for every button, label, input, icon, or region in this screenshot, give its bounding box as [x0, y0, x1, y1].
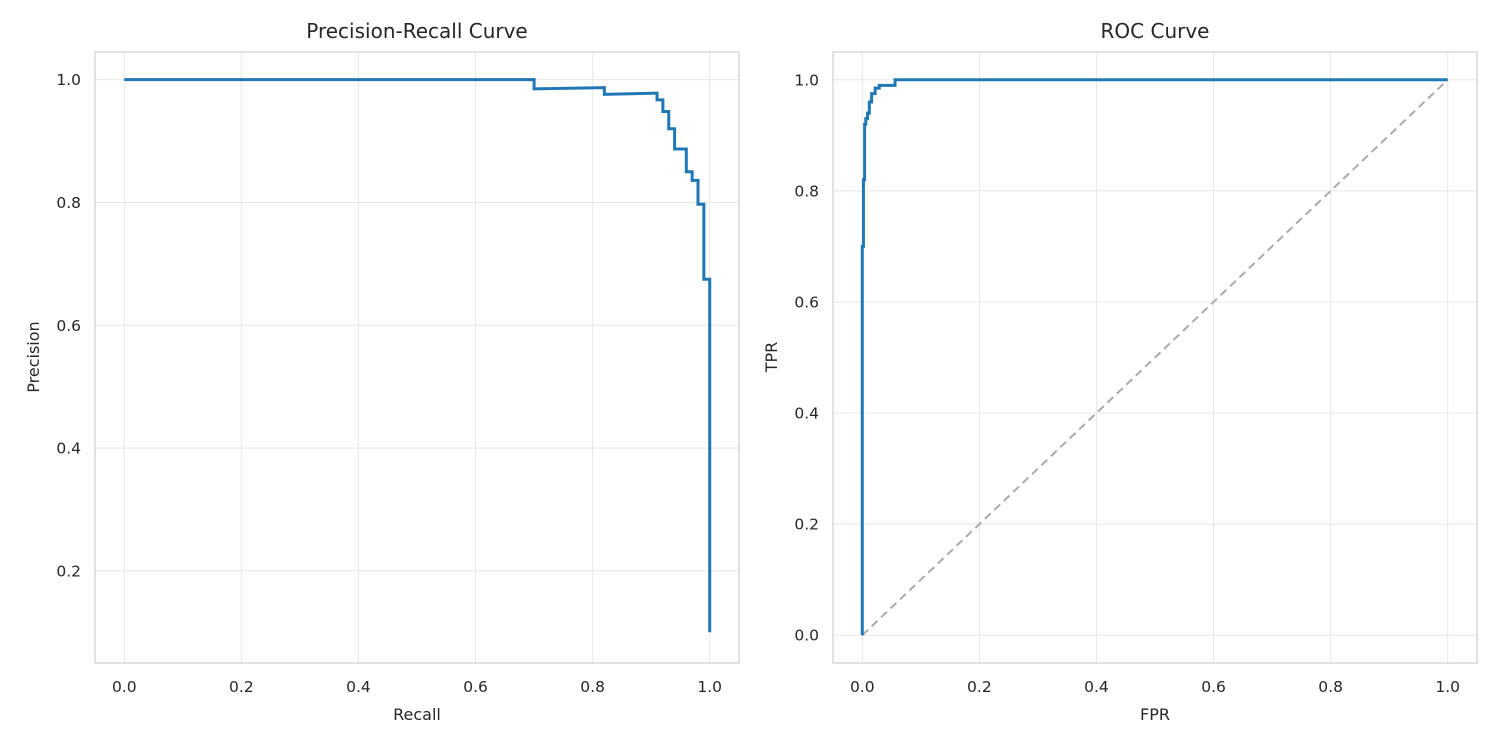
roc-plot-frame [832, 51, 1478, 664]
pr-y-tick-label: 0.6 [56, 317, 81, 335]
pr-x-axis-label: Recall [393, 705, 441, 724]
pr-y-axis-label: Precision [24, 321, 43, 392]
pr-grid [95, 52, 739, 663]
roc-x-tick-label: 0.4 [1084, 678, 1109, 696]
roc-chance-line [861, 79, 1449, 636]
pr-x-tick-label: 0.4 [346, 678, 371, 696]
pr-x-tick-label: 1.0 [697, 678, 722, 696]
pr-x-tick-label: 0.2 [229, 678, 254, 696]
pr-x-tick-label: 0.0 [112, 678, 137, 696]
roc-y-tick-label: 0.8 [794, 182, 819, 200]
pr-chart-title: Precision-Recall Curve [306, 19, 527, 43]
roc-y-tick-label: 0.2 [794, 516, 819, 534]
roc-x-ticks: 0.0 0.2 0.4 0.6 0.8 1.0 [850, 678, 1460, 696]
roc-curve-line [860, 78, 1448, 636]
roc-y-tick-label: 0.0 [794, 627, 819, 645]
roc-x-tick-label: 0.0 [850, 678, 875, 696]
roc-y-ticks: 0.0 0.2 0.4 0.6 0.8 1.0 [794, 71, 819, 644]
roc-x-axis-label: FPR [1140, 705, 1170, 724]
pr-plot-frame [94, 51, 740, 664]
roc-y-tick-label: 0.4 [794, 405, 819, 423]
pr-y-tick-label: 0.4 [56, 440, 81, 458]
pr-y-ticks: 0.2 0.4 0.6 0.8 1.0 [56, 71, 81, 580]
roc-x-tick-label: 0.8 [1318, 678, 1343, 696]
pr-x-tick-label: 0.8 [580, 678, 605, 696]
roc-x-tick-label: 1.0 [1435, 678, 1460, 696]
roc-y-tick-label: 1.0 [794, 71, 819, 89]
roc-y-axis-label: TPR [762, 342, 781, 374]
roc-y-tick-label: 0.6 [794, 293, 819, 311]
pr-x-tick-label: 0.6 [463, 678, 488, 696]
roc-chart-title: ROC Curve [1101, 19, 1210, 43]
pr-curve-line [124, 78, 712, 633]
pr-y-tick-label: 0.2 [56, 562, 81, 580]
roc-chart: 0.0 0.2 0.4 0.6 0.8 1.0 0.0 0.2 0.4 0.6 0.8 1.0 RO… [762, 19, 1478, 724]
pr-chart: 0.0 0.2 0.4 0.6 0.8 1.0 0.2 0.4 0.6 0.8 1.0 Preci… [24, 19, 740, 724]
pr-y-tick-label: 1.0 [56, 71, 81, 89]
roc-x-tick-label: 0.2 [967, 678, 992, 696]
pr-x-ticks: 0.0 0.2 0.4 0.6 0.8 1.0 [112, 678, 722, 696]
pr-y-tick-label: 0.8 [56, 194, 81, 212]
roc-x-tick-label: 0.6 [1201, 678, 1226, 696]
